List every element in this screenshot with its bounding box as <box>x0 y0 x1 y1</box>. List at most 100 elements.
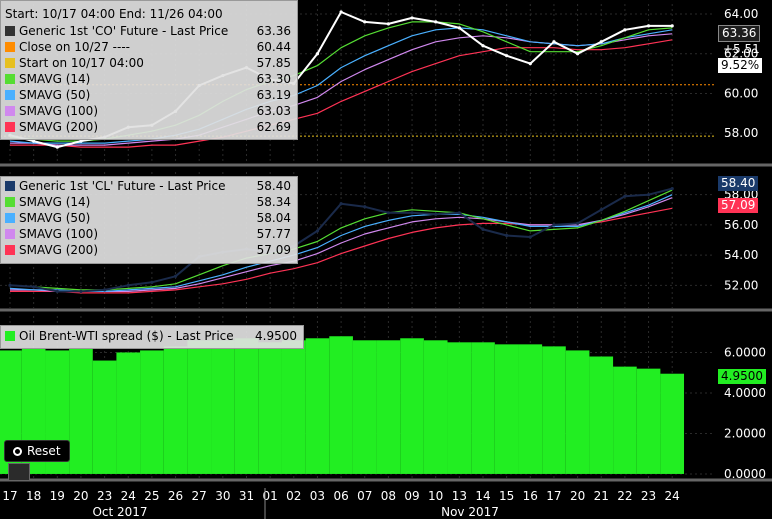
point-co-0-18 <box>434 20 438 24</box>
spread-legend-value: 4.9500 <box>255 329 297 343</box>
cl-legend-row: SMAVG (14) 58.34 <box>1 194 297 210</box>
point-co-0-1 <box>32 139 36 143</box>
reset-button[interactable]: Reset <box>4 440 70 462</box>
x-tick-label: 26 <box>168 489 183 503</box>
point-cl-0-17 <box>410 211 414 215</box>
x-tick-label: 20 <box>570 489 585 503</box>
co-legend-row: Generic 1st 'CO' Future - Last Price 63.3… <box>1 23 297 39</box>
co-legend-label: Generic 1st 'CO' Future - Last Price <box>19 24 229 38</box>
cl-legend-row: Generic 1st 'CL' Future - Last Price 58.4… <box>1 178 297 194</box>
point-cl-0-15 <box>363 205 367 209</box>
point-cl-0-16 <box>386 211 390 215</box>
point-co-0-15 <box>363 20 367 24</box>
chart-tool-icon[interactable] <box>8 463 30 481</box>
point-cl-0-5 <box>126 283 130 287</box>
spread-bar-15 <box>352 340 377 474</box>
x-tick-label: 17 <box>2 489 17 503</box>
y-tick-label: 52.00 <box>724 278 758 292</box>
x-tick-label: 20 <box>73 489 88 503</box>
x-tick-label: 24 <box>665 489 680 503</box>
date-range-label: Start: 10/17 04:00 End: 11/26 04:00 <box>5 7 223 21</box>
series-co-4 <box>10 39 673 148</box>
point-co-0-23 <box>552 40 556 44</box>
y-tick-label: 4.0000 <box>724 386 766 400</box>
spread-bar-13 <box>305 338 330 474</box>
co-price-tag: 63.36 <box>718 25 761 42</box>
point-co-0-26 <box>623 28 627 32</box>
cl-legend-swatch <box>5 213 15 223</box>
point-cl-0-0 <box>8 283 12 287</box>
x-tick-label: 27 <box>192 489 207 503</box>
spread-price-tag: 4.9500 <box>718 369 766 384</box>
point-cl-0-2 <box>55 289 59 293</box>
co-legend-swatch <box>5 90 15 100</box>
spread-bar-4 <box>92 360 117 474</box>
point-cl-0-27 <box>646 193 651 197</box>
month-label-oct: Oct 2017 <box>92 505 147 519</box>
cl-legend-value: 58.04 <box>256 211 291 225</box>
spread-bar-21 <box>494 344 519 474</box>
cl-sma200-tag: 57.09 <box>718 198 759 213</box>
y-tick-label: 54.00 <box>724 248 758 262</box>
point-cl-0-19 <box>457 211 461 215</box>
x-tick-label: 24 <box>121 489 136 503</box>
y-tick-label: 56.00 <box>724 218 758 232</box>
point-co-0-20 <box>481 44 485 48</box>
co-legend-swatch <box>5 26 15 36</box>
point-cl-0-14 <box>339 202 343 206</box>
spread-bar-8 <box>187 340 212 474</box>
y-tick-label: 6.0000 <box>724 345 766 359</box>
co-legend-swatch <box>5 58 15 68</box>
cl-legend-label: SMAVG (50) <box>19 211 91 225</box>
spread-bar-6 <box>140 350 164 474</box>
month-label-nov: Nov 2017 <box>441 505 499 519</box>
co-legend-value: 63.30 <box>256 72 291 86</box>
y-tick-label: 64.00 <box>724 7 758 21</box>
point-co-0-21 <box>505 54 509 58</box>
point-co-0-24 <box>576 52 580 56</box>
cl-legend-value: 57.77 <box>256 227 291 241</box>
co-legend-row: SMAVG (50) 63.19 <box>1 87 297 103</box>
spread-legend-swatch <box>5 331 15 341</box>
cl-legend-swatch <box>5 245 15 255</box>
x-tick-label: 06 <box>333 489 348 503</box>
x-tick-label: 14 <box>475 489 490 503</box>
series-cl-1 <box>9 189 673 291</box>
cl-legend-swatch <box>5 229 15 239</box>
x-tick-label: 25 <box>144 489 159 503</box>
spread-bar-14 <box>329 336 353 474</box>
cl-price-tag: 58.40 <box>718 176 759 191</box>
spread-bar-26 <box>613 366 637 474</box>
cl-legend-label: Generic 1st 'CL' Future - Last Price <box>19 179 226 193</box>
cl-legend-value: 57.09 <box>256 243 291 257</box>
spread-bar-9 <box>211 340 235 474</box>
x-tick-label: 01 <box>263 489 278 503</box>
x-tick-label: 23 <box>641 489 656 503</box>
point-cl-0-18 <box>434 212 438 216</box>
point-cl-0-1 <box>32 285 36 289</box>
co-legend-value: 60.44 <box>256 40 291 54</box>
spread-legend-label: Oil Brent-WTI spread ($) - Last Price <box>19 329 234 343</box>
co-legend-row: SMAVG (14) 63.30 <box>1 71 297 87</box>
co-legend-row: Close on 10/27 ---- 60.44 <box>1 39 297 55</box>
x-tick-label: 08 <box>381 489 396 503</box>
point-co-0-3 <box>79 139 83 143</box>
co-legend-label: Close on 10/27 ---- <box>19 40 130 54</box>
cl-legend-row: SMAVG (100) 57.77 <box>1 226 297 242</box>
point-co-0-16 <box>386 22 390 26</box>
y-tick-label: 0.0000 <box>724 467 766 481</box>
cl-legend-value: 58.34 <box>256 195 291 209</box>
point-co-0-17 <box>410 16 414 20</box>
point-cl-0-7 <box>173 274 178 278</box>
spread-bar-12 <box>281 340 306 474</box>
co-legend-label: SMAVG (14) <box>19 72 91 86</box>
point-cl-0-21 <box>505 233 509 238</box>
panel2-legend: Generic 1st 'CL' Future - Last Price 58.4… <box>0 176 298 264</box>
x-tick-label: 23 <box>97 489 112 503</box>
co-legend-swatch <box>5 106 15 116</box>
co-change-tag: +5.51 <box>723 42 760 56</box>
co-legend-row: SMAVG (200) 62.69 <box>1 119 297 135</box>
spread-bar-22 <box>518 344 543 474</box>
spread-bar-7 <box>163 346 188 474</box>
y-tick-label: 2.0000 <box>724 426 766 440</box>
